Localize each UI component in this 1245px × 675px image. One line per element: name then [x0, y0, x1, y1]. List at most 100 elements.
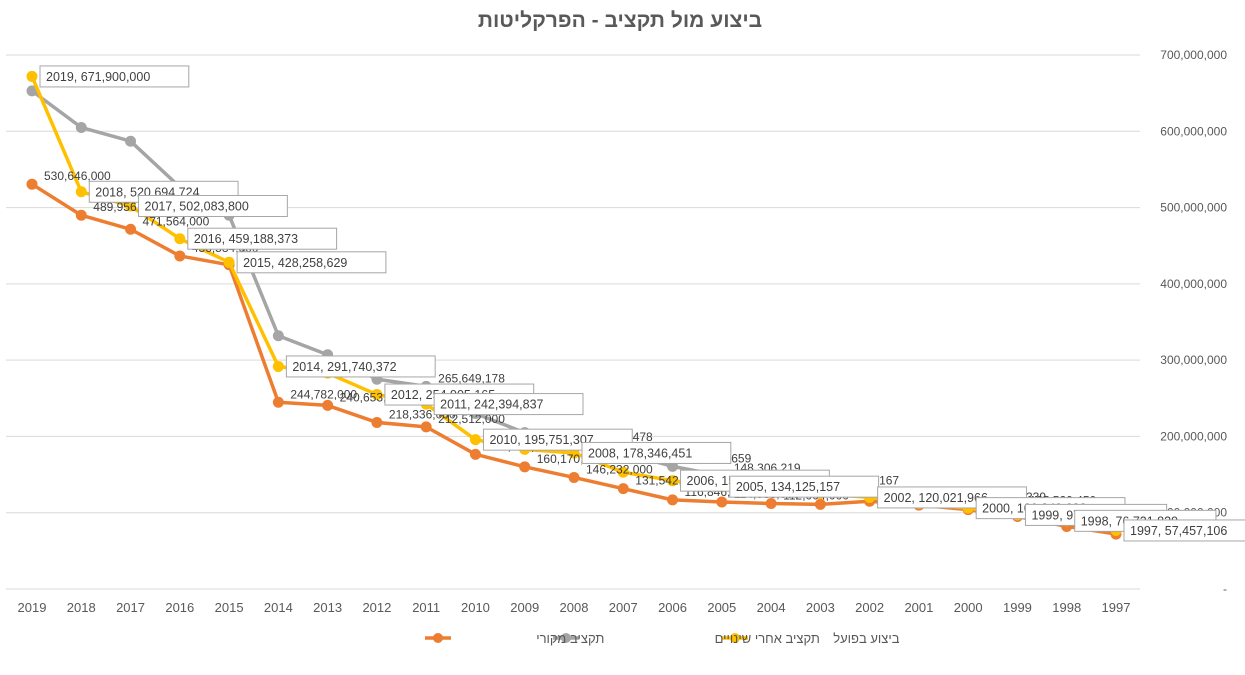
data-point — [519, 461, 531, 473]
data-label-text: 2008, 178,346,451 — [588, 446, 692, 460]
x-tick-label: 2010 — [461, 600, 490, 615]
legend-label: ביצוע בפועל — [833, 631, 900, 646]
x-tick-label: 2018 — [67, 600, 96, 615]
legend[interactable]: ביצוע בפועל תקציב אחרי שינויים תקציב מקורי — [425, 631, 900, 646]
x-tick-label: 2014 — [264, 600, 293, 615]
data-point — [26, 85, 38, 97]
x-tick-label: 2006 — [658, 600, 687, 615]
data-label: 530,646,000 — [44, 169, 111, 183]
legend-item[interactable]: ביצוע בפועל — [722, 631, 900, 646]
data-label-text: 2010, 195,751,307 — [489, 433, 593, 447]
x-axis: 2019 2018 2017 2016 2015 2014 2013 2012 2011 2010… — [18, 600, 1131, 615]
y-tick-label: 600,000,000 — [1160, 124, 1227, 138]
data-point — [272, 360, 284, 372]
data-point — [469, 448, 481, 460]
data-point — [371, 389, 383, 401]
x-tick-label: 2012 — [362, 600, 391, 615]
data-point — [765, 498, 777, 510]
data-point — [272, 396, 284, 408]
data-point — [125, 223, 137, 235]
legend-swatch-marker — [561, 633, 571, 643]
x-tick-label: 2005 — [707, 600, 736, 615]
data-point — [75, 186, 87, 198]
legend-item[interactable]: תקציב מקורי — [425, 631, 604, 646]
x-tick-label: 2013 — [313, 600, 342, 615]
legend-label: תקציב אחרי שינויים — [715, 631, 820, 646]
x-tick-label: 1999 — [1003, 600, 1032, 615]
data-label: 2014, 291,740,372 — [285, 355, 436, 378]
x-tick-label: 2011 — [412, 600, 440, 615]
data-point — [469, 434, 481, 446]
data-point — [125, 135, 137, 147]
data-point — [371, 416, 383, 428]
data-labels: 530,646,000489,956,000471,564,000436,584… — [39, 65, 1245, 542]
x-tick-label: 2016 — [165, 600, 194, 615]
data-point — [322, 399, 334, 411]
data-label-box — [285, 355, 436, 378]
data-label-text: 2014, 291,740,372 — [292, 360, 396, 374]
data-point — [75, 209, 87, 221]
data-point — [26, 70, 38, 82]
data-point — [814, 498, 826, 510]
data-label-text: 2015, 428,258,629 — [243, 256, 347, 270]
data-label: 212,512,000 — [438, 412, 505, 426]
series-lines — [26, 70, 1122, 540]
data-label: 471,564,000 — [143, 214, 210, 228]
x-tick-label: 2002 — [855, 600, 884, 615]
data-point — [223, 256, 235, 268]
data-label: 2015, 428,258,629 — [236, 251, 387, 274]
data-label-box — [581, 441, 732, 464]
x-tick-label: 2001 — [904, 600, 933, 615]
x-tick-label: 1997 — [1102, 600, 1131, 615]
x-tick-label: 1998 — [1052, 600, 1081, 615]
data-label: 2005, 134,125,157 — [729, 475, 880, 498]
x-tick-label: 2003 — [806, 600, 835, 615]
legend-item[interactable]: תקציב אחרי שינויים — [553, 631, 820, 646]
data-point — [174, 233, 186, 245]
x-tick-label: 2019 — [18, 600, 47, 615]
data-point — [26, 178, 38, 190]
data-label: 2011, 242,394,837 — [433, 393, 584, 416]
y-tick-label: 700,000,000 — [1160, 48, 1227, 62]
data-point — [617, 466, 629, 478]
data-label-box — [433, 393, 584, 416]
x-tick-label: 2015 — [215, 600, 244, 615]
data-label-text: 2016, 459,188,373 — [194, 232, 298, 246]
legend-label: תקציב מקורי — [536, 631, 604, 646]
y-tick-label: 300,000,000 — [1160, 353, 1227, 367]
x-tick-label: 2008 — [560, 600, 589, 615]
data-point — [667, 475, 679, 487]
data-point — [125, 200, 137, 212]
x-tick-label: 2009 — [510, 600, 539, 615]
data-label: 2008, 178,346,451 — [581, 441, 732, 464]
y-tick-label: 200,000,000 — [1160, 429, 1227, 443]
x-tick-label: 2007 — [609, 600, 638, 615]
data-label: 244,782,000 — [290, 387, 357, 401]
data-point — [420, 421, 432, 433]
data-label-box — [39, 65, 190, 88]
data-point — [272, 330, 284, 342]
data-label-text: 2002, 120,021,966 — [884, 491, 988, 505]
x-tick-label: 2004 — [757, 600, 786, 615]
y-tick-label: - — [1223, 582, 1227, 596]
data-label: 146,232,000 — [586, 462, 653, 476]
chart-title: ביצוע מול תקציב - הפרקליטות — [478, 9, 762, 32]
data-label: 265,649,178 — [438, 371, 505, 385]
data-label-box — [138, 194, 288, 217]
data-label-box — [1123, 519, 1245, 542]
data-label: 2016, 459,188,373 — [187, 227, 338, 250]
data-label: 2019, 671,900,000 — [39, 65, 190, 88]
data-point — [617, 483, 629, 495]
y-tick-label: 500,000,000 — [1160, 201, 1227, 215]
data-label-text: 2005, 134,125,157 — [736, 480, 840, 494]
data-label-text: 2017, 502,083,800 — [145, 199, 249, 213]
x-tick-label: 2017 — [116, 600, 145, 615]
data-point — [667, 494, 679, 506]
data-label-box — [236, 251, 387, 274]
data-point — [174, 250, 186, 262]
data-label-text: 2011, 242,394,837 — [440, 398, 543, 412]
y-axis: -100,000,000200,000,000300,000,000400,00… — [1160, 48, 1227, 596]
x-tick-label: 2000 — [954, 600, 983, 615]
data-point — [716, 496, 728, 508]
legend-swatch-marker — [433, 633, 443, 643]
